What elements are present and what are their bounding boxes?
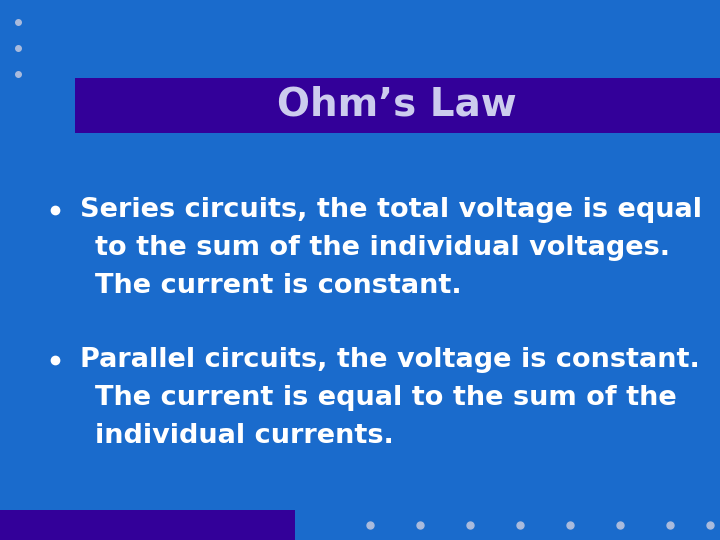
Text: The current is constant.: The current is constant. bbox=[95, 273, 462, 299]
Text: The current is equal to the sum of the: The current is equal to the sum of the bbox=[95, 385, 677, 411]
Text: Parallel circuits, the voltage is constant.: Parallel circuits, the voltage is consta… bbox=[80, 347, 700, 373]
Bar bbox=[0, 510, 295, 540]
Bar bbox=[75, 78, 720, 133]
Text: to the sum of the individual voltages.: to the sum of the individual voltages. bbox=[95, 235, 670, 261]
Text: Ohm’s Law: Ohm’s Law bbox=[277, 86, 517, 124]
Text: individual currents.: individual currents. bbox=[95, 423, 394, 449]
Text: Series circuits, the total voltage is equal: Series circuits, the total voltage is eq… bbox=[80, 197, 702, 223]
